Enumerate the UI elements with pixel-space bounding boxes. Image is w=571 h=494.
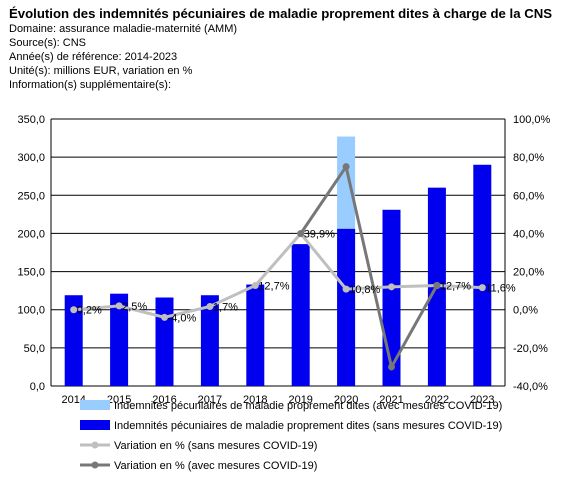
x-tick-label: 2022 [425, 394, 449, 406]
variation-without-covid-marker [161, 313, 168, 321]
variation-without-covid-marker [388, 283, 395, 291]
y-tick-label: 50,0 [24, 343, 45, 355]
legend-label: Indemnités pécuniaires de maladie propre… [114, 420, 502, 432]
data-label: -4,0% [168, 312, 197, 324]
x-tick-label: 2019 [288, 394, 312, 406]
x-tick-label: 2018 [243, 394, 267, 406]
x-tick-label: 2021 [379, 394, 403, 406]
y-tick-label: 150,0 [17, 267, 45, 279]
variation-with-covid-marker [433, 281, 441, 289]
bar-without-covid-measures [337, 228, 356, 386]
y2-tick-label: -40,0% [513, 381, 548, 393]
variation-without-covid-marker [342, 285, 350, 293]
data-label: 2,5% [122, 301, 147, 313]
data-label: 39,9% [304, 229, 335, 241]
legend-label: Variation en % (sans mesures COVID-19) [114, 440, 317, 452]
meta-additional-info: Information(s) supplémentaire(s): [9, 79, 172, 91]
meta-units: Unité(s): millions EUR, variation en % [9, 65, 193, 77]
data-label: 0,2% [77, 305, 102, 317]
variation-with-covid-marker [297, 230, 305, 238]
x-tick-label: 2023 [470, 394, 494, 406]
bar-without-covid-measures [64, 295, 83, 386]
variation-without-covid-marker [478, 284, 486, 292]
y-tick-label: 350,0 [17, 114, 45, 126]
x-tick-label: 2015 [107, 394, 131, 406]
y-tick-label: 250,0 [17, 190, 45, 202]
y2-tick-label: 40,0% [513, 228, 544, 240]
legend-swatch-with-covid [80, 400, 110, 410]
y2-tick-label: 0,0% [513, 305, 538, 317]
y-tick-label: 0,0 [30, 381, 45, 393]
variation-without-covid-marker [70, 306, 78, 314]
variation-without-covid-line [73, 231, 483, 319]
x-tick-label: 2020 [334, 394, 358, 406]
y-tick-label: 200,0 [17, 228, 45, 240]
variation-with-covid-marker [388, 363, 395, 371]
x-tick-label: 2017 [198, 394, 222, 406]
bar-without-covid-measures [200, 295, 219, 386]
bar-without-covid-measures [382, 209, 401, 386]
meta-domain: Domaine: assurance maladie-maternité (AM… [9, 23, 238, 35]
data-label: 11,6% [485, 283, 516, 295]
legend-label: Indemnités pécuniaires de maladie propre… [114, 400, 502, 412]
bar-without-covid-measures [291, 244, 310, 386]
meta-source: Source(s): CNS [9, 37, 87, 49]
variation-without-covid-marker [251, 281, 259, 289]
data-label: 12,7% [440, 280, 471, 292]
bar-without-covid-measures [473, 164, 492, 386]
bar-without-covid-measures [155, 297, 174, 386]
chart-title: Évolution des indemnités pécuniaires de … [9, 6, 553, 21]
y2-tick-label: 100,0% [513, 114, 551, 126]
y2-tick-label: 60,0% [513, 190, 544, 202]
y2-tick-label: 80,0% [513, 152, 544, 164]
legend-label: Variation en % (avec mesures COVID-19) [114, 460, 317, 472]
bar-without-covid-measures [246, 284, 265, 386]
legend-marker-swatch [91, 441, 99, 449]
data-label: 1,7% [213, 301, 238, 313]
variation-with-covid-marker [342, 163, 350, 171]
variation-with-covid-line [299, 162, 439, 372]
y2-tick-label: -20,0% [513, 343, 548, 355]
bar-without-covid-measures [110, 293, 129, 386]
data-label: 10,8% [349, 284, 380, 296]
legend-swatch-without-covid [80, 420, 110, 430]
y2-tick-label: 20,0% [513, 267, 544, 279]
x-tick-label: 2016 [152, 394, 176, 406]
y-tick-label: 300,0 [17, 152, 45, 164]
legend-marker-swatch [91, 461, 99, 469]
data-label: 12,7% [258, 280, 289, 292]
variation-without-covid-marker [115, 302, 123, 310]
meta-reference-years: Année(s) de référence: 2014-2023 [9, 51, 178, 63]
x-tick-label: 2014 [61, 394, 85, 406]
variation-without-covid-marker [206, 302, 214, 310]
y-tick-label: 100,0 [17, 305, 45, 317]
